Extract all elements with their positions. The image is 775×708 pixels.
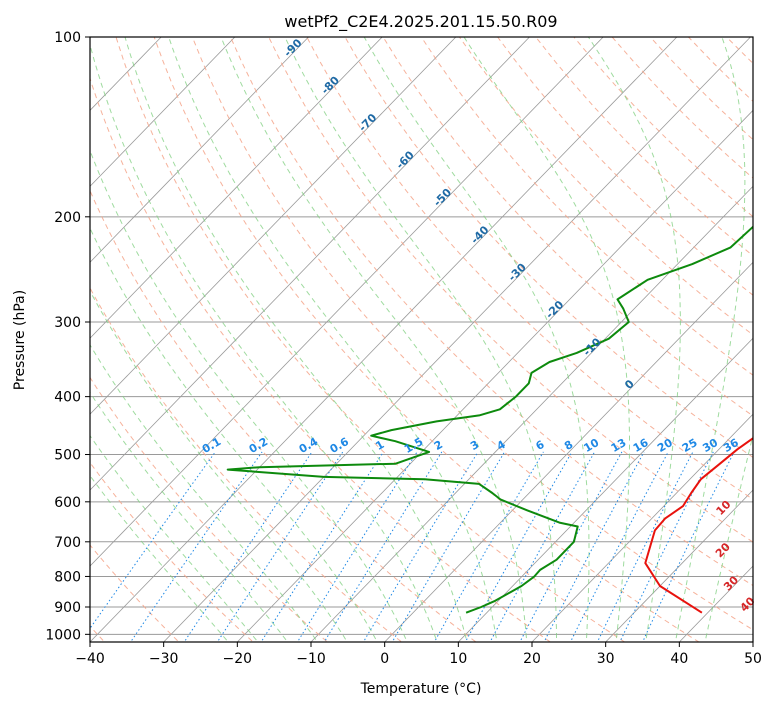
mixing-ratio-line xyxy=(90,451,216,630)
moist-adiabat-line xyxy=(90,434,259,642)
x-tick-label: 30 xyxy=(597,651,615,667)
dry-adiabat-line xyxy=(497,37,753,296)
mixing-ratio-line xyxy=(433,451,544,642)
isotherm-line xyxy=(458,337,753,642)
dry-adiabat-line xyxy=(90,76,552,642)
moist-adiabat-line xyxy=(90,391,289,642)
y-tick-label: 100 xyxy=(54,30,81,46)
x-tick-label: −30 xyxy=(149,651,179,667)
y-tick-label: 700 xyxy=(54,535,81,551)
y-axis-label: Pressure (hPa) xyxy=(12,290,28,390)
moist-adiabat-line xyxy=(90,227,378,642)
isotherm-line xyxy=(90,37,309,263)
dry-adiabat-line xyxy=(382,37,753,417)
mixing-ratio-line xyxy=(129,451,263,642)
mixing-ratio-line xyxy=(619,451,714,642)
isotherm-line xyxy=(90,37,604,567)
y-tick-label: 400 xyxy=(54,390,81,406)
isotherm-line xyxy=(90,37,678,642)
moist-adiabat-line xyxy=(284,37,558,642)
y-tick-label: 500 xyxy=(54,448,81,464)
isotherm-line xyxy=(90,37,236,187)
dry-adiabat-line xyxy=(153,37,700,642)
mixing-ratio-line xyxy=(183,451,313,642)
moist-adiabat-line xyxy=(674,37,746,642)
moist-adiabat-line xyxy=(463,37,630,642)
y-tick-label: 800 xyxy=(54,569,81,585)
isotherm-line xyxy=(237,109,753,642)
moist-adiabat-line xyxy=(90,149,408,642)
moist-adiabat-line xyxy=(220,37,528,642)
dry-adiabat-line xyxy=(90,376,329,642)
moist-adiabat-line xyxy=(168,37,498,642)
isotherm-line xyxy=(752,641,753,642)
dry-adiabat-line xyxy=(420,37,753,376)
mixing-ratio-line xyxy=(216,451,344,642)
x-tick-label: 0 xyxy=(380,651,389,667)
moist-adiabat-line xyxy=(90,42,438,642)
mixing-ratio-line xyxy=(296,451,418,642)
dry-adiabat-line xyxy=(765,37,775,647)
isotherm-line xyxy=(163,37,751,642)
isotherm-line xyxy=(90,37,530,491)
temperature-profile xyxy=(644,437,753,614)
y-tick-label: 1000 xyxy=(45,627,81,643)
moist-adiabat-line xyxy=(90,343,319,642)
moist-adiabat-line xyxy=(90,474,229,642)
y-tick-label: 200 xyxy=(54,210,81,226)
dewpoint-profile xyxy=(226,225,753,614)
chart-title: wetPf2_C2E4.2025.201.15.50.R09 xyxy=(284,12,557,32)
y-tick-label: 900 xyxy=(54,600,81,616)
mixing-ratio-line xyxy=(596,451,694,642)
mixing-ratio-line xyxy=(362,451,479,642)
plot-background xyxy=(90,37,753,642)
isotherm-line xyxy=(605,489,753,642)
isotherm-line xyxy=(310,185,753,642)
mixing-ratio-line xyxy=(464,451,573,642)
isotherm-line xyxy=(90,37,457,415)
dry-adiabat-line xyxy=(90,189,477,642)
isotherm-line xyxy=(384,261,753,642)
mixing-ratio-line xyxy=(323,451,443,642)
x-tick-label: 20 xyxy=(523,651,541,667)
moist-adiabat-line xyxy=(587,37,681,642)
x-tick-label: 50 xyxy=(744,651,762,667)
isotherm-line xyxy=(531,413,753,642)
x-tick-label: −20 xyxy=(223,651,253,667)
dry-adiabat-line xyxy=(191,37,753,631)
mixing-ratio-line xyxy=(391,451,506,642)
x-tick-label: 10 xyxy=(449,651,467,667)
moist-adiabat-line xyxy=(363,37,590,642)
mixing-ratio-line xyxy=(569,451,669,642)
y-tick-label: 300 xyxy=(54,315,81,331)
dry-adiabat-line xyxy=(306,37,753,500)
x-tick-label: −40 xyxy=(75,651,105,667)
dry-adiabat-line xyxy=(90,286,403,642)
dry-adiabat-line xyxy=(115,37,626,642)
x-axis-label: Temperature (°C) xyxy=(360,681,482,697)
y-tick-label: 600 xyxy=(54,495,81,511)
dry-adiabat-line xyxy=(230,37,753,587)
isotherm-line xyxy=(90,37,383,339)
mixing-ratio-line xyxy=(260,451,384,642)
dry-adiabat-line xyxy=(268,37,753,543)
x-tick-label: 40 xyxy=(670,651,688,667)
x-tick-label: −10 xyxy=(296,651,326,667)
plot-frame xyxy=(89,36,754,643)
